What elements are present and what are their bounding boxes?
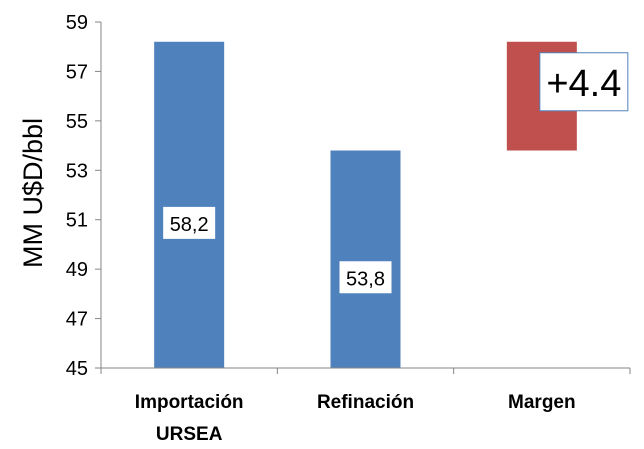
y-axis: 45 47 49 51 53 55 57 59 — [66, 12, 102, 380]
x-tick-label: URSEA — [156, 424, 223, 445]
x-tick-label: Refinación — [317, 392, 414, 413]
y-tick-label: 53 — [66, 160, 88, 182]
y-tick-label: 47 — [66, 309, 88, 331]
data-label: 53,8 — [346, 268, 385, 290]
data-label: 58,2 — [170, 214, 209, 236]
y-tick-label: 49 — [66, 259, 88, 281]
y-axis-label: MM U$D/bbl — [18, 118, 48, 268]
margin-data-label: +4.4 — [546, 63, 621, 105]
data-label-box — [163, 206, 216, 239]
y-tick-label: 51 — [66, 210, 88, 232]
margin-label-box — [539, 52, 629, 112]
x-axis: Importación URSEA Refinación Margen — [100, 367, 631, 445]
bar — [154, 41, 225, 369]
x-tick-label: Margen — [508, 392, 576, 413]
bars: 58,2 53,8 +4.4 — [154, 41, 629, 369]
y-tick-label: 59 — [66, 12, 88, 34]
bar — [330, 150, 401, 368]
y-tick-label: 57 — [66, 61, 88, 83]
y-tick-label: 45 — [66, 358, 88, 380]
x-tick-label: Importación — [135, 392, 244, 413]
y-tick-label: 55 — [66, 111, 88, 133]
data-label-box — [339, 261, 392, 294]
